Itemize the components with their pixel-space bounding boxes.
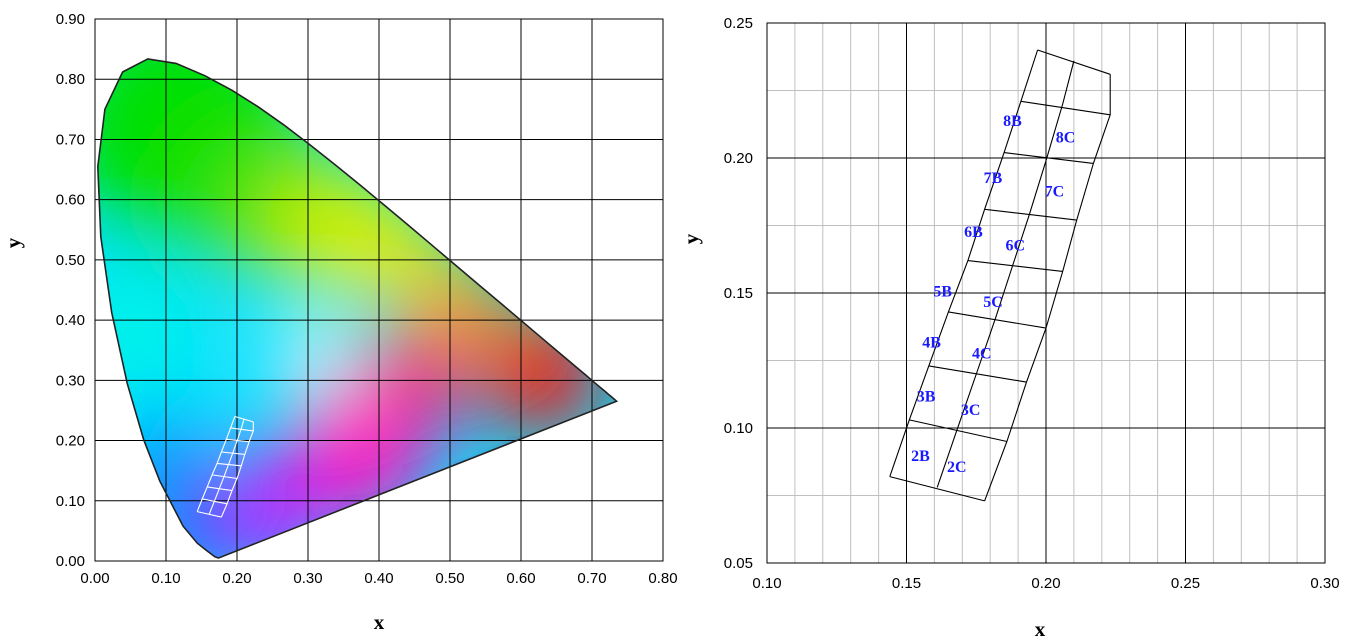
magenta-region — [287, 382, 428, 523]
right-x-tick-label: 0.15 — [892, 575, 921, 592]
left-x-tick-label: 0.70 — [577, 570, 606, 587]
right-x-tick-label: 0.10 — [752, 575, 781, 592]
chromaticity-diagram: 0.00 0.10 0.20 0.30 0.40 0.50 0.60 0.70 0.80 0.00… — [1, 11, 678, 634]
left-x-tick-label: 0.60 — [506, 570, 535, 587]
overlay-right-edge — [220, 421, 254, 518]
bin-label-5b: 5B — [933, 283, 952, 300]
bin-label-4b: 4B — [922, 335, 941, 352]
bin-rung — [1004, 152, 1094, 164]
right-y-tick-label: 0.10 — [724, 420, 753, 437]
bin-label-3c: 3C — [961, 402, 981, 419]
left-x-tick-label: 0.10 — [151, 570, 180, 587]
overlay-rung — [202, 498, 228, 505]
right-y-axis-title: y — [679, 233, 703, 244]
bin-label-4c: 4C — [972, 345, 992, 362]
overlay-rung — [234, 415, 254, 423]
left-y-tick-label: 0.50 — [56, 252, 85, 269]
bin-label-2c: 2C — [947, 459, 967, 476]
bin-label-7b: 7B — [984, 170, 1003, 187]
bin-label-7c: 7C — [1045, 183, 1065, 200]
right-x-tick-label: 0.30 — [1310, 575, 1339, 592]
left-y-tick-label: 0.40 — [56, 312, 85, 329]
bin-label-6b: 6B — [964, 224, 983, 241]
right-x-tick-label: 0.20 — [1031, 575, 1060, 592]
left-y-tick-label: 0.90 — [56, 11, 85, 28]
bin-rung — [967, 260, 1063, 272]
spectral-locus-outline — [96, 58, 619, 559]
overlay-rung — [212, 474, 238, 480]
left-plot-border — [94, 18, 664, 562]
white-center — [277, 318, 354, 395]
left-x-tick-label: 0.00 — [80, 570, 109, 587]
bin-rung — [984, 208, 1077, 221]
right-plot-border — [766, 22, 1326, 564]
left-y-tick-label: 0.20 — [56, 433, 85, 450]
right-x-tick-label: 0.25 — [1171, 575, 1200, 592]
overlay-rung — [226, 438, 250, 443]
bin-rung — [889, 476, 985, 502]
overlay-rung — [230, 427, 254, 432]
bin-rung — [909, 419, 1008, 443]
overlay-rung — [221, 451, 245, 455]
right-y-tick-label: 0.20 — [724, 150, 753, 167]
right-y-tick-label: 0.25 — [724, 15, 753, 32]
bin-label-8b: 8B — [1003, 113, 1022, 130]
right-x-axis-title: x — [1035, 617, 1046, 641]
bin-grid — [889, 49, 1111, 502]
left-y-tick-label: 0.00 — [56, 553, 85, 570]
bin-label-2b: 2B — [911, 448, 930, 465]
left-y-tick-label: 0.60 — [56, 192, 85, 209]
left-x-axis-title: x — [374, 610, 385, 634]
left-x-tick-label: 0.40 — [364, 570, 393, 587]
bin-zoom-chart: 2B 2C 3B 3C 4B 4C 5B 5C 6B 6C 7B 7C 8B 8C 0.10 0.15 0.20… — [679, 15, 1340, 641]
left-y-tick-label: 0.70 — [56, 131, 85, 148]
bin-label-6c: 6C — [1006, 237, 1026, 254]
overlay-rung — [217, 462, 242, 467]
bin-rung — [948, 311, 1047, 329]
right-y-tick-label: 0.05 — [724, 555, 753, 572]
overlay-left-edge — [196, 416, 236, 512]
bin-label-8c: 8C — [1056, 129, 1076, 146]
right-y-tick-label: 0.15 — [724, 285, 753, 302]
bin-rung — [928, 365, 1027, 383]
left-x-tick-label: 0.30 — [293, 570, 322, 587]
left-x-tick-label: 0.50 — [435, 570, 464, 587]
bin-overlay — [196, 415, 254, 518]
left-y-axis-title: y — [1, 237, 25, 248]
left-y-tick-label: 0.30 — [56, 372, 85, 389]
overlay-rung — [197, 511, 222, 518]
bin-rung — [1037, 49, 1111, 75]
bin-label-3b: 3B — [917, 389, 936, 406]
left-x-tick-label: 0.80 — [648, 570, 677, 587]
bin-label-5c: 5C — [983, 294, 1003, 311]
overlay-rung — [207, 486, 233, 492]
left-y-tick-label: 0.80 — [56, 71, 85, 88]
left-y-tick-label: 0.10 — [56, 493, 85, 510]
left-x-tick-label: 0.20 — [222, 570, 251, 587]
bin-rung — [1020, 100, 1111, 116]
bin-right-edge — [984, 74, 1111, 502]
